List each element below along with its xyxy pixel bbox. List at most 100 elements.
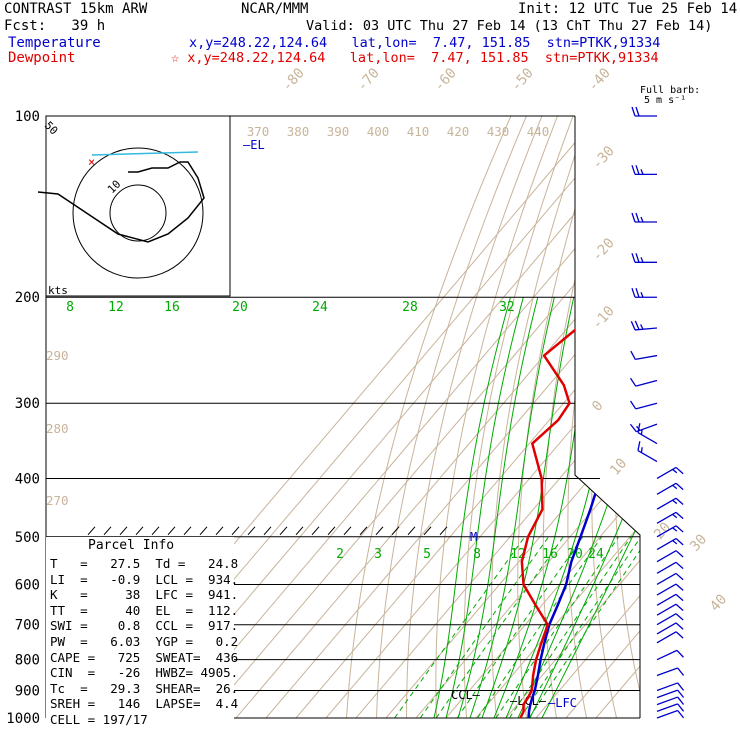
wind-barb — [656, 682, 685, 692]
theta-label-left: 290 — [46, 348, 69, 363]
freezing-hatch — [439, 526, 448, 536]
wind-barb — [637, 423, 658, 445]
parcel-info-row: CELL = 197/17 — [50, 712, 148, 727]
mixing-ratio-label: 16 — [542, 547, 558, 562]
freezing-hatch — [391, 526, 400, 536]
dry-adiabat — [517, 116, 605, 718]
theta-label: 380 — [287, 124, 310, 139]
isotherm-line — [235, 116, 640, 718]
wind-barb — [631, 253, 657, 263]
lfc-marker: —LFC — [548, 696, 577, 710]
temperature-legend: Temperature — [8, 35, 101, 51]
wind-barb — [629, 377, 658, 387]
m-marker: M — [470, 530, 477, 544]
freezing-hatch — [231, 526, 240, 536]
wind-barb — [656, 696, 685, 706]
plot-frame — [37, 115, 641, 719]
wind-barb — [656, 631, 684, 644]
isotherm-label: -50 — [508, 65, 537, 95]
model-title: CONTRAST 15km ARW — [4, 1, 148, 17]
isotherm-label: 0 — [589, 398, 607, 415]
barb-legend-units: 5 m s⁻¹ — [644, 95, 687, 106]
lcl-marker: —LCL— — [510, 694, 547, 708]
freezing-hatch — [215, 526, 224, 536]
freezing-hatch — [423, 526, 432, 536]
moist-adiabat-label: 24 — [312, 300, 328, 315]
wind-barb — [656, 511, 684, 524]
mixing-ratio-line — [477, 536, 603, 718]
freezing-hatch — [167, 526, 176, 536]
theta-label: 420 — [447, 124, 470, 139]
theta-label: 430 — [487, 124, 510, 139]
mixing-ratio-line — [528, 536, 640, 718]
dry-adiabat — [406, 116, 543, 718]
pressure-tick-500: 500 — [15, 530, 40, 546]
dry-adiabat — [591, 116, 640, 718]
dry-adiabat — [681, 116, 740, 731]
hodograph-trace — [37, 161, 205, 243]
pressure-tick-100: 100 — [15, 109, 40, 125]
isotherm-line — [505, 116, 640, 718]
wind-barb — [656, 603, 684, 616]
isotherm-label: -60 — [431, 65, 460, 95]
isotherm-line — [175, 116, 640, 718]
barb-legend-title: Full barb: — [640, 85, 701, 96]
dewpoint-legend: Dewpoint — [8, 50, 76, 66]
isotherm-label: -70 — [354, 65, 383, 95]
right-edge — [574, 116, 641, 718]
dry-adiabat — [701, 116, 740, 731]
wind-barb — [631, 288, 657, 298]
isotherm-label: 40 — [707, 591, 730, 614]
isotherm-label: 30 — [687, 531, 710, 554]
moist-adiabat-label: 32 — [499, 300, 515, 315]
pressure-tick-300: 300 — [15, 396, 40, 412]
wind-barb — [629, 423, 658, 433]
mixing-ratio-label: 24 — [588, 547, 604, 562]
temperature-location: x,y=248.22,124.64 lat,lon= 7.47, 151.85 … — [189, 35, 661, 51]
moist-adiabat-label: 20 — [232, 300, 248, 315]
wind-barb — [656, 537, 684, 551]
moist-adiabat-label: 8 — [66, 300, 74, 315]
moist-adiabat-label: 16 — [164, 300, 180, 315]
isotherm-label: -20 — [589, 235, 618, 265]
valid-time: Valid: 03 UTC Thu 27 Feb 14 (13 ChT Thu … — [306, 18, 713, 34]
isotherm-line — [415, 116, 640, 718]
dry-adiabat — [375, 116, 527, 718]
wind-barb — [656, 482, 684, 495]
freezing-hatch — [407, 526, 416, 536]
freezing-hatch — [343, 526, 352, 536]
theta-label-left: 280 — [46, 421, 69, 436]
wind-barb — [656, 649, 684, 661]
pressure-tick-200: 200 — [15, 290, 40, 306]
parcel-info-row: SREH = 146 LAPSE= 4.4 — [50, 696, 239, 712]
mixing-ratio-line — [509, 536, 632, 718]
freezing-hatch — [295, 526, 304, 536]
init-time: Init: 12 UTC Tue 25 Feb 14 — [518, 1, 738, 17]
hodograph-ring-outer — [72, 147, 204, 279]
moist-adiabat-label: 12 — [108, 300, 124, 315]
dry-adiabat — [463, 116, 574, 718]
wind-barb — [630, 350, 658, 361]
hodograph-storm-marker: × — [88, 155, 95, 169]
wind-barb — [631, 212, 657, 223]
freezing-hatch — [103, 526, 112, 536]
mixing-ratio-label: 5 — [423, 547, 431, 562]
wind-barb — [629, 400, 658, 410]
wind-barb — [656, 613, 684, 626]
isotherm-label: -40 — [585, 65, 614, 95]
wind-barb — [631, 106, 657, 117]
theta-label: 440 — [527, 124, 550, 139]
wind-barb — [656, 466, 684, 480]
moist-adiabat — [529, 297, 640, 718]
moist-adiabat-label: 28 — [402, 300, 418, 315]
isotherm-label: -10 — [589, 303, 618, 333]
wind-barb — [656, 561, 684, 574]
theta-label: 370 — [247, 124, 270, 139]
parcel-info-row: CAPE = 725 SWEAT= 436 — [50, 649, 239, 665]
pressure-tick-800: 800 — [15, 653, 40, 669]
freezing-hatch — [135, 526, 144, 536]
pressure-tick-600: 600 — [15, 577, 40, 593]
freezing-hatch — [151, 526, 160, 536]
isotherm-line — [265, 116, 640, 718]
dewpoint-location: ☆ x,y=248.22,124.64 lat,lon= 7.47, 151.8… — [171, 50, 659, 66]
